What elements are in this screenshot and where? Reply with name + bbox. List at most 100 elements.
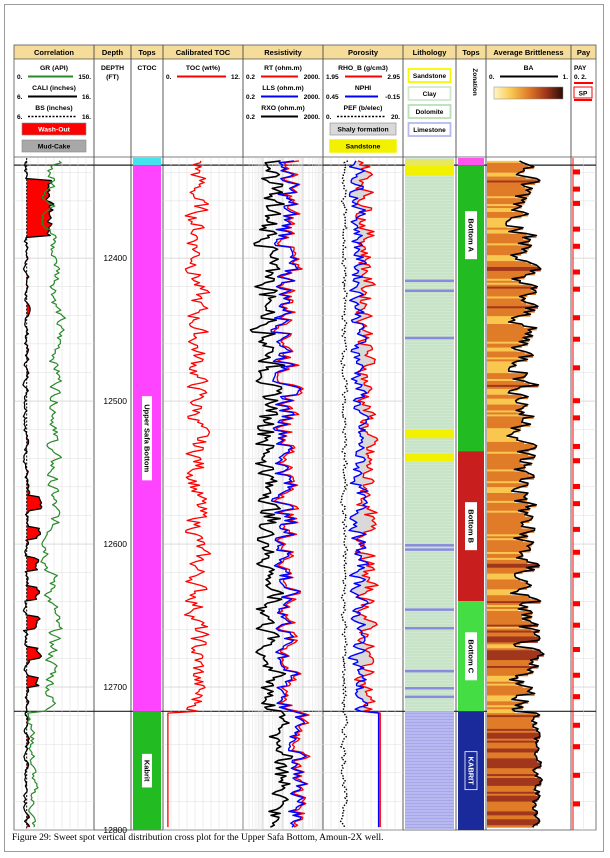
sp-legend-box: [573, 86, 593, 99]
ba-fill-slice: [487, 443, 533, 447]
curve-min-4-2: 0.2: [246, 114, 255, 121]
ba-fill-slice: [487, 162, 524, 166]
lith-limestone-stringer-0: [405, 279, 454, 283]
zone-label-bg-3: [464, 751, 478, 791]
ba-fill-slice: [487, 441, 524, 445]
ba-fill-slice: [487, 756, 537, 759]
curve-max-3-0: 12.: [231, 74, 240, 81]
ba-fill-slice: [487, 390, 510, 394]
ba-fill-slice: [487, 801, 533, 805]
ba-fill-slice: [487, 455, 536, 459]
pef-curve: [339, 160, 349, 828]
ba-fill-slice: [487, 184, 522, 187]
ba-fill-slice: [487, 367, 510, 370]
ba-fill-slice: [487, 577, 516, 580]
ba-fill-slice: [487, 550, 531, 553]
ba-fill-slice: [487, 487, 520, 490]
ba-fill-slice: [487, 498, 527, 502]
curve-min-4-0: 0.2: [246, 74, 255, 81]
pay-flag-3: [573, 226, 580, 232]
ba-fill-slice: [487, 160, 520, 164]
lith-legend-box-0: [407, 68, 452, 83]
ba-fill-slice: [487, 461, 521, 465]
ba-fill-slice: [487, 320, 515, 323]
ba-fill-slice: [487, 219, 510, 223]
ba-fill-slice: [487, 561, 528, 565]
ctoc-zone-label-bg-1: [142, 753, 152, 788]
ba-fill-slice: [487, 233, 527, 237]
ba-fill-slice: [487, 512, 528, 516]
ba-fill-slice: [487, 491, 512, 494]
ba-fill-slice: [487, 286, 538, 290]
ba-fill-slice: [487, 551, 520, 555]
ba-fill-slice: [487, 805, 537, 808]
ba-fill-slice: [487, 327, 537, 331]
ba-fill-slice: [487, 610, 531, 614]
ba-fill-slice: [487, 675, 516, 679]
ba-fill-slice: [487, 453, 529, 457]
figure-caption: Figure 29: Sweet spot vertical distribut…: [12, 833, 384, 843]
depth-tick-label-4: 12800: [103, 825, 127, 835]
ba-fill-slice: [487, 457, 534, 461]
lith-legend-label-2: Dolomite: [416, 109, 444, 116]
ba-fill-slice: [487, 445, 537, 449]
ba-fill-slice: [487, 400, 516, 404]
ba-fill-slice: [487, 736, 540, 740]
ba-fill-slice: [487, 514, 525, 518]
depth-tick-label-0: 12400: [103, 253, 127, 263]
ba-fill-slice: [487, 510, 519, 514]
depth-tick-label-2: 12600: [103, 539, 127, 549]
ba-fill-slice: [487, 813, 538, 816]
track-frame: [93, 44, 132, 831]
ba-fill-slice: [487, 781, 540, 785]
lith-limestone-stringer-3: [405, 544, 454, 547]
ba-fill-slice: [487, 276, 525, 280]
ba-fill-slice: [487, 436, 508, 439]
ba-fill-slice: [487, 544, 532, 547]
curve-min-5-2: 0.: [326, 114, 332, 121]
ba-fill-slice: [487, 306, 538, 309]
ba-fill-slice: [487, 377, 525, 380]
ba-fill-slice: [487, 278, 513, 282]
lith-limestone-stringer-4: [405, 548, 454, 551]
ba-fill-slice: [487, 463, 532, 467]
lith-limestone-stringer-1: [405, 289, 454, 293]
ba-fill-slice: [487, 791, 540, 795]
ba-fill-slice: [487, 689, 531, 693]
ba-fill-slice: [487, 770, 534, 773]
pay-flag-8: [573, 336, 580, 342]
ba-fill-slice: [487, 380, 525, 384]
ba-curve: [505, 160, 545, 828]
ba-fill-slice: [487, 620, 530, 624]
ba-fill-slice: [487, 392, 509, 396]
ba-fill-slice: [487, 353, 531, 356]
ba-fill-slice: [487, 660, 531, 663]
curve-max-4-1: 2000.: [304, 94, 320, 101]
ba-fill-slice: [487, 323, 522, 327]
ba-fill-slice: [487, 732, 540, 736]
lith-legend-label-1: Clay: [423, 91, 437, 98]
ba-fill-slice: [487, 528, 535, 531]
ba-fill-slice: [487, 176, 526, 180]
pay-flag-0: [573, 169, 580, 175]
ctoc-header: CTOC: [137, 65, 156, 72]
ba-fill-slice: [487, 217, 512, 221]
ba-fill-slice: [487, 190, 527, 193]
ba-fill-slice: [487, 636, 540, 639]
ba-fill-slice: [487, 215, 522, 219]
ba-fill-slice: [487, 821, 540, 824]
ba-fill-slice: [487, 316, 519, 319]
lith-limestone-stringer-8: [405, 687, 454, 690]
ba-fill-slice: [487, 601, 541, 604]
ba-fill-slice: [487, 343, 528, 347]
ba-fill-slice: [487, 667, 532, 671]
lith-sandstone-band-0: [405, 165, 454, 176]
ba-fill-slice: [487, 402, 517, 406]
ba-fill-slice: [487, 467, 526, 470]
track-title-4: Calibrated TOC: [176, 48, 231, 57]
ba-fill-slice: [487, 502, 529, 506]
ba-fill-slice: [487, 603, 523, 606]
zone-label-1: Bottom B: [467, 509, 476, 543]
ba-fill-slice: [487, 807, 533, 810]
ba-fill-slice: [487, 632, 535, 636]
